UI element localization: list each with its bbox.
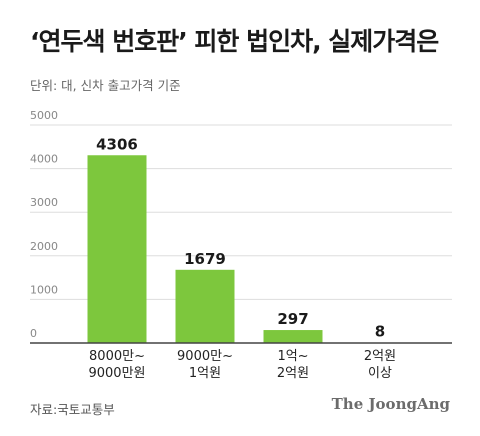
source-note: 자료:국토교통부 — [30, 402, 115, 417]
unit-note: 단위: 대, 신차 출고가격 기준 — [30, 78, 181, 93]
data-label: 297 — [277, 310, 308, 328]
y-tick-label: 1000 — [30, 283, 58, 296]
x-tick-label: 이상 — [368, 366, 392, 381]
x-tick-label: 2억원 — [364, 349, 396, 364]
y-tick-label: 4000 — [30, 153, 58, 166]
x-tick-label: 1억~ — [277, 349, 308, 364]
data-label: 4306 — [96, 135, 138, 153]
chart-title: ‘연두색 번호판’ 피한 법인차, 실제가격은 — [30, 27, 439, 56]
y-tick-label: 5000 — [30, 109, 58, 122]
data-label: 1679 — [184, 250, 226, 268]
x-tick-label: 9000만원 — [88, 366, 145, 381]
x-tick-label: 2억원 — [277, 366, 309, 381]
bar — [175, 269, 235, 343]
data-label: 8 — [375, 323, 385, 341]
brand-logo: The JoongAng — [331, 395, 450, 413]
x-tick-label: 8000만~ — [89, 349, 145, 364]
bar — [87, 155, 147, 343]
bar — [263, 330, 323, 343]
x-tick-label: 9000만~ — [177, 349, 233, 364]
y-tick-label: 2000 — [30, 240, 58, 253]
x-tick-label: 1억원 — [189, 366, 221, 381]
y-tick-label: 3000 — [30, 196, 58, 209]
y-tick-label: 0 — [30, 327, 37, 340]
